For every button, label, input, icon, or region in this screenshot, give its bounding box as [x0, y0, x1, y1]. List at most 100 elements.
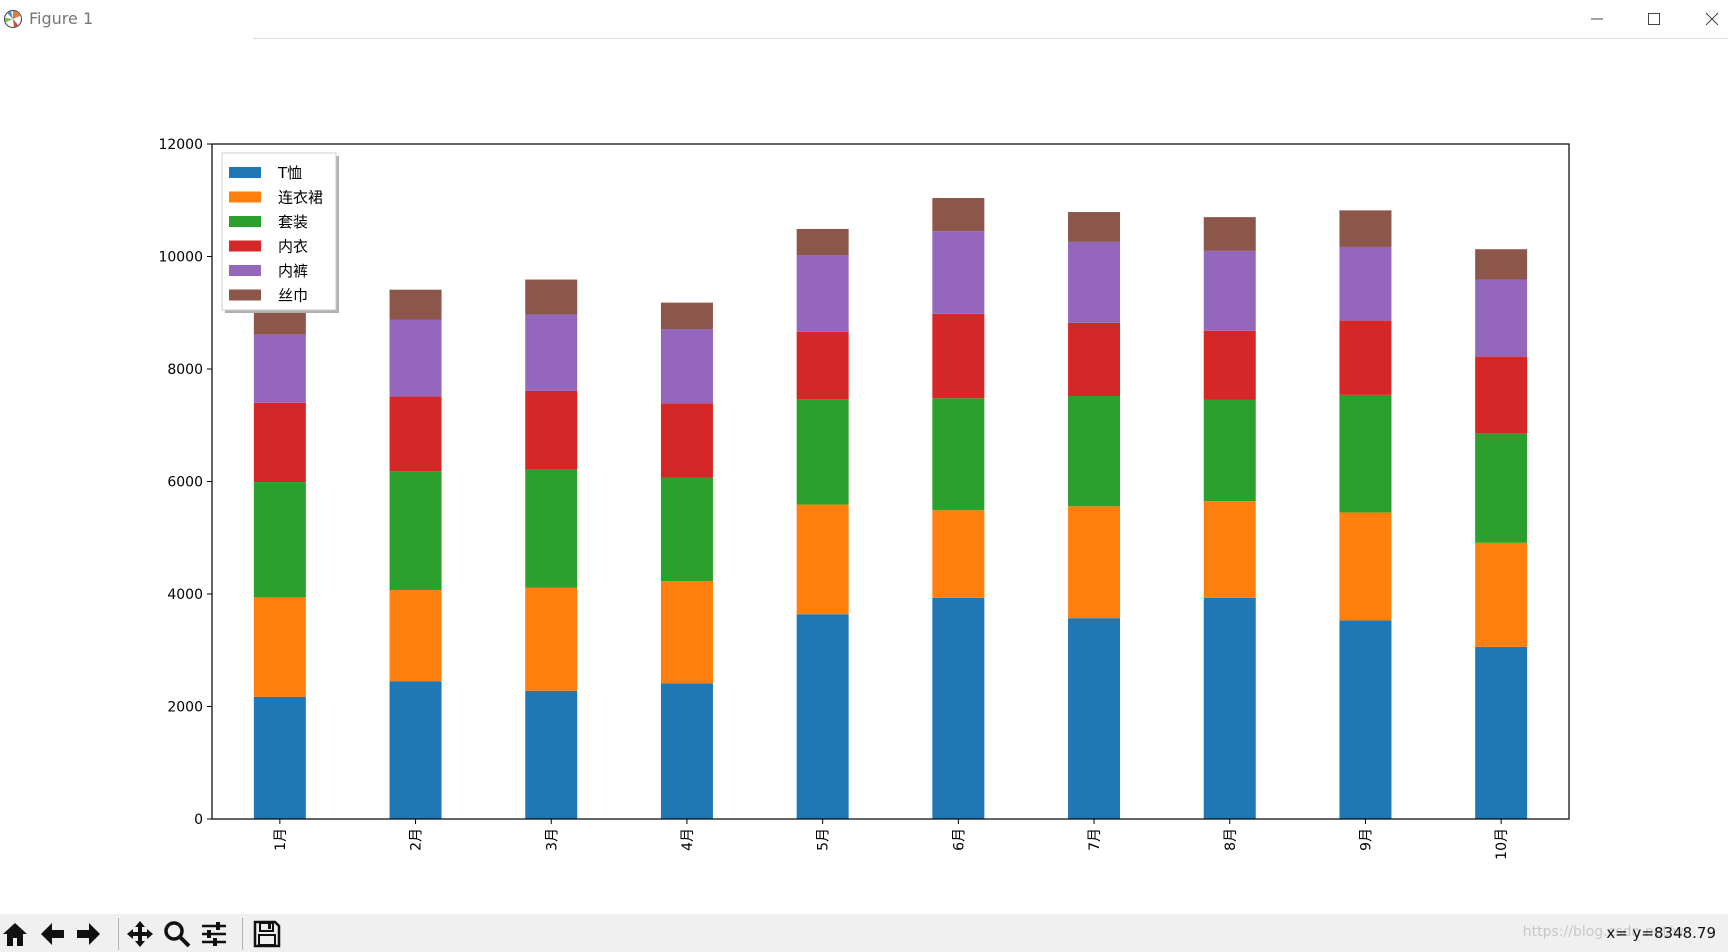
y-tick-label: 10000 [158, 250, 203, 266]
bar-segment [253, 309, 306, 335]
legend-box [221, 152, 337, 311]
bar-segment [253, 696, 306, 819]
home-button[interactable] [0, 917, 32, 951]
bar-segment [932, 231, 985, 314]
toolbar-separator [242, 918, 243, 950]
bar-segment [932, 597, 985, 819]
bar-segment [660, 581, 713, 684]
save-button[interactable] [250, 917, 284, 951]
x-tick-label: 5月 [816, 828, 832, 851]
bar-segment [389, 396, 442, 472]
x-tick-label: 8月 [1223, 828, 1239, 851]
bar-segment [660, 477, 713, 582]
bar-segment [1068, 212, 1121, 242]
save-icon [253, 920, 281, 948]
bar-segment [1339, 210, 1392, 247]
bar-segment [932, 510, 985, 598]
bar-segment [1068, 396, 1121, 507]
bar-segment [796, 504, 849, 615]
legend-swatch [229, 216, 261, 227]
bar-segment [253, 402, 306, 483]
forward-arrow-icon [77, 923, 100, 945]
legend-label: 套装 [278, 213, 308, 231]
legend-swatch [229, 167, 261, 178]
bar-segment [1475, 249, 1528, 280]
bar-segment [525, 279, 578, 315]
x-tick-label: 10月 [1494, 828, 1510, 860]
bar-segment [796, 228, 849, 256]
stacked-bar-chart: 0 2000 4000 6000 8000 10000 12000 1月 2月 3月 4月 5月 6月 7… [158, 137, 1570, 860]
bar-segment [525, 390, 578, 470]
back-arrow-icon [41, 923, 64, 945]
figure-canvas[interactable]: 0 2000 4000 6000 8000 10000 12000 1月 2月 3月 4月 5月 6月 7… [0, 39, 1728, 914]
bar-segment [1339, 246, 1392, 321]
cursor-coordinates: x= y=8348.79 [1606, 924, 1716, 942]
navigation-toolbar: https://blog.csdn.net/w x= y=8348.79 [0, 914, 1728, 952]
bar-segment [525, 690, 578, 819]
bar-segment [932, 198, 985, 232]
bar-segment [796, 399, 849, 505]
legend-swatch [229, 240, 261, 252]
back-button[interactable] [35, 917, 69, 951]
legend-label: T恤 [277, 164, 302, 182]
bar-segment [1339, 512, 1392, 621]
bar-segment [660, 302, 713, 330]
bar-segment [1475, 356, 1528, 434]
bar-segment [660, 403, 713, 478]
bar-segment [1475, 542, 1528, 647]
bar-segment [1203, 597, 1256, 819]
bar-segment [1203, 217, 1256, 251]
bar-segment [932, 398, 985, 511]
close-icon [1705, 12, 1719, 26]
x-tick-label: 4月 [680, 828, 696, 851]
bar-segment [1203, 399, 1256, 502]
maximize-icon [1648, 13, 1660, 25]
bar-segment [1475, 433, 1528, 543]
zoom-button[interactable] [160, 917, 194, 951]
bar-segment [1339, 394, 1392, 513]
bar-segment [253, 597, 306, 697]
bar-segment [796, 331, 849, 400]
legend-swatch [229, 265, 261, 276]
titlebar-divider [253, 38, 1728, 39]
bar-segment [1475, 279, 1528, 357]
maximize-button[interactable] [1641, 8, 1667, 30]
bar-segment [1203, 501, 1256, 598]
legend-swatch [229, 289, 261, 301]
bar-segment [389, 289, 442, 320]
y-tick-label: 12000 [158, 137, 203, 153]
matplotlib-logo-icon [3, 9, 23, 29]
forward-button[interactable] [72, 917, 106, 951]
y-tick-label: 4000 [167, 587, 203, 603]
bar-segment [796, 614, 849, 819]
configure-subplots-icon [202, 922, 226, 946]
pan-button[interactable] [123, 917, 157, 951]
pan-icon [127, 921, 153, 947]
bar-segment [1068, 618, 1121, 819]
bar-segment [389, 471, 442, 591]
bar-segment [389, 319, 442, 397]
bar-segment [1203, 250, 1256, 331]
bar-segment [1475, 646, 1528, 819]
y-tick-label: 2000 [167, 700, 203, 716]
toolbar-separator [118, 918, 119, 950]
minimize-icon [1591, 18, 1603, 20]
legend-label: 连衣裙 [278, 189, 323, 207]
minimize-button[interactable] [1584, 8, 1610, 30]
legend-swatch [229, 191, 261, 203]
window-title: Figure 1 [29, 9, 94, 28]
x-tick-label: 9月 [1358, 828, 1374, 851]
home-icon [3, 923, 27, 946]
configure-subplots-button[interactable] [197, 917, 231, 951]
bar-segment [389, 681, 442, 819]
bar-segment [660, 329, 713, 404]
close-button[interactable] [1699, 8, 1725, 30]
bar-segment [525, 314, 578, 391]
bar-segment [525, 469, 578, 588]
zoom-icon [164, 921, 191, 948]
x-tick-label: 1月 [273, 828, 289, 851]
bar-segment [1203, 330, 1256, 400]
x-tick-label: 7月 [1087, 828, 1103, 851]
legend-label: 内衣 [278, 238, 308, 256]
x-tick-label: 6月 [951, 828, 967, 851]
